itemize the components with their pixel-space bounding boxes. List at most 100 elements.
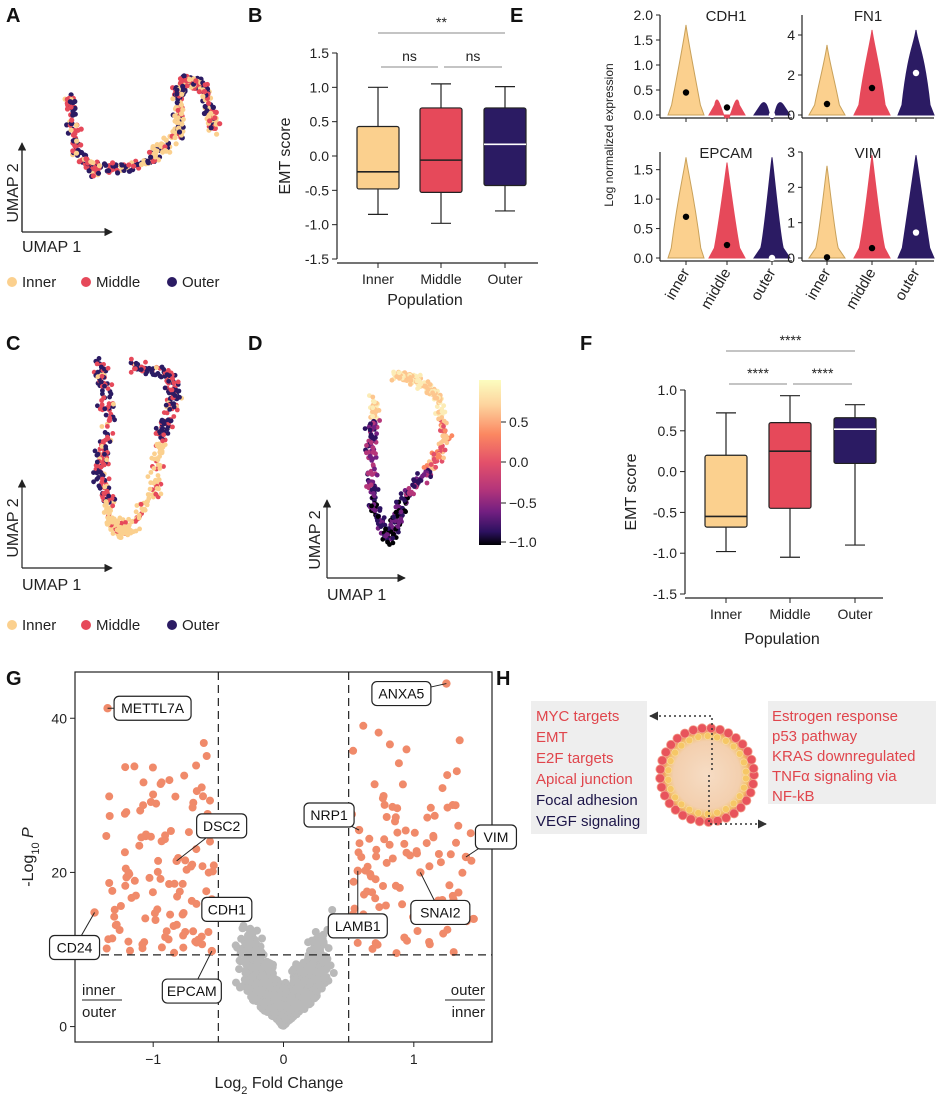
volcano-point	[260, 960, 269, 969]
umap-c-point	[143, 359, 148, 365]
umap-c-point	[172, 393, 178, 398]
volcano-point-sig	[122, 808, 131, 817]
umap-a-point	[74, 138, 80, 144]
colorbar-label: 0.5	[509, 414, 529, 430]
volcano-point-sig	[157, 837, 166, 846]
volcano-point-sig	[392, 949, 401, 958]
spheroid-middle-cell	[722, 805, 730, 813]
umap-a-point	[179, 121, 185, 127]
umap-c-point	[171, 401, 177, 407]
e-x-tick-label: middle	[843, 266, 880, 313]
volcano-point-sig	[438, 784, 447, 793]
volcano-point	[289, 965, 298, 974]
umap-a-point	[207, 118, 213, 124]
e-y-tick-label: 0	[787, 250, 795, 266]
volcano-point	[238, 924, 247, 933]
x-tick-label: Middle	[769, 606, 810, 622]
violin-median-dot	[723, 104, 731, 111]
umap-a-point	[213, 109, 219, 115]
umap-d-point	[370, 445, 376, 451]
volcano-point-sig	[365, 834, 374, 843]
umap-d-point	[367, 427, 373, 433]
gene-label-box	[474, 824, 518, 850]
umap-c-point	[102, 484, 108, 490]
y-tick-label: 1.0	[658, 382, 678, 398]
spheroid-middle-cell	[740, 783, 748, 792]
spheroid-rim-cell	[735, 802, 746, 813]
umap-c-point	[109, 496, 115, 501]
umap-c-point	[95, 369, 101, 375]
umap-d-point	[430, 390, 435, 396]
g-ylabel: -Log10 P	[20, 827, 42, 887]
gene-label-snai2: SNAI2	[420, 904, 461, 920]
volcano-point-sig	[150, 909, 159, 918]
umap-d-point	[375, 514, 381, 519]
e-x-tick-label: inner	[803, 266, 834, 303]
umap-a-point	[70, 132, 76, 138]
colorbar-label: 0.0	[509, 454, 529, 470]
volcano-point-sig	[108, 934, 117, 943]
umap-d-xlabel: UMAP 1	[327, 587, 386, 604]
volcano-point	[315, 980, 324, 989]
legend-a-inner-swatch	[7, 277, 17, 287]
volcano-point-sig	[371, 894, 380, 903]
umap-a-xlabel: UMAP 1	[22, 239, 81, 256]
umap-c-point	[149, 369, 155, 375]
volcano-point-sig	[156, 874, 165, 883]
volcano-point-sig	[454, 821, 463, 830]
y-tick-label: -1.0	[653, 545, 677, 561]
umap-a-point	[186, 77, 193, 83]
umap-d-point	[431, 452, 437, 457]
legend-a-outer: Outer	[182, 274, 220, 291]
spheroid-rim-cell	[723, 728, 734, 738]
volcano-point-sig	[371, 875, 380, 884]
volcano-point-sig	[434, 850, 443, 858]
umap-a-point	[78, 126, 84, 132]
umap-c-point	[146, 365, 152, 371]
umap-a-point	[206, 100, 212, 106]
umap-c-point	[102, 451, 107, 457]
umap-a-point	[70, 148, 76, 154]
volcano-point	[242, 946, 251, 955]
violin-median-dot	[868, 244, 876, 252]
umap-a-point	[212, 115, 218, 121]
volcano-point	[301, 967, 310, 975]
e-y-tick-label: 1.5	[634, 162, 654, 178]
umap-d-point	[442, 428, 448, 434]
umap-d-point	[364, 443, 369, 448]
umap-a-point	[176, 129, 183, 135]
e-y-tick-label: 0.0	[634, 107, 654, 123]
gene-label-cdh1: CDH1	[208, 901, 246, 917]
umap-c-point	[100, 388, 105, 393]
umap-c-point	[99, 373, 105, 379]
umap-c-point	[157, 466, 163, 471]
e-y-tick-label: 1	[787, 215, 795, 231]
umap-d-point	[368, 482, 374, 488]
volcano-point-sig	[353, 938, 362, 947]
umap-d-point	[421, 472, 427, 477]
umap-a-point	[175, 107, 181, 113]
volcano-point-sig	[363, 862, 372, 871]
pathway-list-right: Estrogen response p53 pathway KRAS downreg…	[772, 708, 915, 805]
violin-median-dot	[823, 254, 831, 261]
umap-d-point	[398, 509, 404, 515]
volcano-point	[282, 989, 291, 997]
violin-outer	[897, 155, 935, 259]
panel-g-volcano: -Log10 P Log2 Fold Change −1 0 102040METTL…	[20, 671, 518, 1097]
umap-a-point	[73, 122, 79, 128]
volcano-point-sig	[178, 879, 187, 888]
umap-d-point	[370, 394, 376, 400]
umap-c-point	[169, 387, 175, 393]
volcano-point	[311, 954, 320, 963]
volcano-point	[248, 963, 257, 972]
volcano-point	[264, 978, 273, 987]
volcano-point-sig	[373, 940, 382, 949]
umap-c-point	[151, 480, 157, 486]
umap-c-point	[174, 387, 179, 393]
volcano-point-sig	[385, 740, 394, 749]
spheroid-rim-cell	[670, 805, 681, 815]
umap-c-point	[102, 406, 108, 412]
umap-d-point	[442, 447, 448, 453]
spheroid-middle-cell	[713, 808, 721, 817]
volcano-point	[329, 969, 338, 977]
